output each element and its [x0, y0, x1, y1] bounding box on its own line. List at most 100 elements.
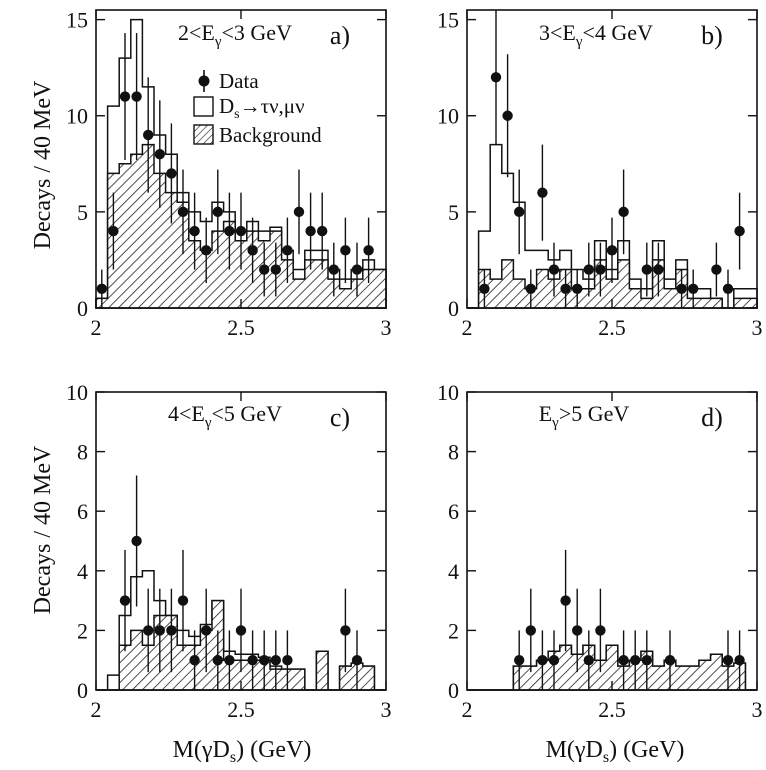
- data-point: [734, 225, 745, 237]
- data-point: [583, 655, 594, 666]
- y-tick-label: 5: [448, 200, 459, 225]
- x-tick-label: 2: [462, 315, 473, 340]
- y-tick-label: 15: [66, 8, 88, 33]
- data-point: [490, 72, 502, 83]
- panel-b: 0 5 10 15 2 2.5 3 3<Eγ<4 GeV b): [437, 8, 763, 340]
- x-tick-label: 2.5: [227, 315, 255, 340]
- legend-data-marker: [198, 75, 210, 87]
- y-tick-label: 5: [77, 200, 88, 225]
- x-tick-label: 3: [752, 315, 763, 340]
- y-tick-label: 4: [448, 559, 459, 584]
- x-axis-label-sub: s: [603, 749, 609, 766]
- x-tick-label: 2: [462, 697, 473, 722]
- x-axis-label-sub: s: [230, 749, 236, 766]
- x-tick-label: 3: [381, 697, 392, 722]
- data-point: [340, 245, 351, 256]
- data-point: [722, 283, 734, 294]
- data-point: [189, 655, 200, 666]
- legend-signal-sub: s: [234, 107, 239, 122]
- data-point: [166, 168, 177, 179]
- data-point: [259, 264, 270, 275]
- panel-letter: a): [330, 21, 350, 50]
- data-point: [224, 655, 235, 666]
- legend: Data Ds→τν,μν Background: [193, 69, 322, 147]
- data-point: [212, 206, 223, 218]
- data-point: [548, 264, 560, 275]
- data-point: [317, 225, 328, 237]
- data-point: [641, 264, 652, 275]
- data-point: [572, 625, 583, 636]
- data-point: [734, 655, 745, 666]
- data-point: [618, 206, 629, 218]
- data-point: [595, 625, 606, 636]
- panel-a: 0 5 10 15 2 2.5 3 2<Eγ<3 GeV a): [66, 8, 392, 340]
- panel-title-pre: 2<E: [178, 20, 215, 45]
- x-axis-label-main: M(γD: [173, 737, 230, 763]
- data-point: [177, 595, 189, 606]
- data-point: [363, 245, 374, 256]
- data-point: [653, 264, 664, 275]
- data-point: [606, 245, 618, 256]
- data-point: [96, 283, 108, 294]
- data-point: [340, 625, 351, 636]
- legend-signal-main: D: [219, 94, 234, 118]
- data-point: [235, 625, 247, 636]
- data-point: [305, 225, 316, 237]
- data-point: [293, 206, 305, 218]
- data-point: [583, 264, 594, 275]
- data-point: [235, 225, 247, 237]
- legend-signal-swatch: [193, 96, 214, 117]
- panel-title-pre: E: [539, 401, 552, 426]
- panel-title-pre: 3<E: [539, 20, 576, 45]
- y-tick-label: 6: [77, 499, 88, 524]
- x-tick-label: 3: [752, 697, 763, 722]
- data-point: [514, 206, 525, 218]
- data-point: [479, 283, 490, 294]
- data-point: [514, 655, 525, 666]
- data-point: [108, 225, 119, 237]
- data-point: [154, 625, 165, 636]
- data-point: [525, 625, 536, 636]
- data-point: [282, 655, 293, 666]
- data-point: [270, 655, 281, 666]
- y-tick-label: 6: [448, 499, 459, 524]
- background-histogram: [96, 599, 386, 691]
- x-axis-label-main: M(γD: [546, 737, 603, 763]
- y-tick-label: 0: [77, 296, 88, 321]
- data-point: [212, 655, 223, 666]
- y-tick-label: 8: [77, 440, 88, 465]
- legend-signal-tail: →τν,μν: [240, 94, 305, 118]
- panel-title-sub: γ: [551, 415, 559, 431]
- y-tick-label: 15: [437, 8, 459, 33]
- data-point: [548, 655, 560, 666]
- x-tick-label: 2.5: [227, 697, 255, 722]
- data-point: [560, 283, 571, 294]
- data-point: [282, 245, 293, 256]
- y-tick-label: 4: [77, 559, 88, 584]
- legend-background-label: Background: [219, 123, 322, 147]
- data-point: [177, 206, 189, 218]
- data-point: [119, 91, 131, 102]
- data-point: [595, 264, 606, 275]
- y-tick-label: 10: [66, 104, 88, 129]
- data-point: [143, 625, 154, 636]
- legend-background-swatch: [193, 124, 214, 145]
- data-point: [119, 595, 131, 606]
- y-tick-label: 0: [77, 678, 88, 703]
- data-point: [224, 225, 235, 237]
- y-tick-label: 2: [77, 618, 88, 643]
- y-tick-label: 0: [448, 678, 459, 703]
- data-point: [201, 625, 212, 636]
- data-point: [247, 245, 258, 256]
- y-tick-label: 10: [437, 380, 459, 405]
- data-point: [688, 283, 699, 294]
- data-point: [525, 283, 536, 294]
- data-point: [131, 535, 142, 547]
- data-point: [143, 129, 154, 141]
- panel-title-sub: γ: [575, 34, 583, 50]
- panel-title: Eγ>5 GeV: [539, 401, 630, 431]
- panel-letter: b): [701, 21, 723, 50]
- panel-title-pre: 4<E: [168, 401, 205, 426]
